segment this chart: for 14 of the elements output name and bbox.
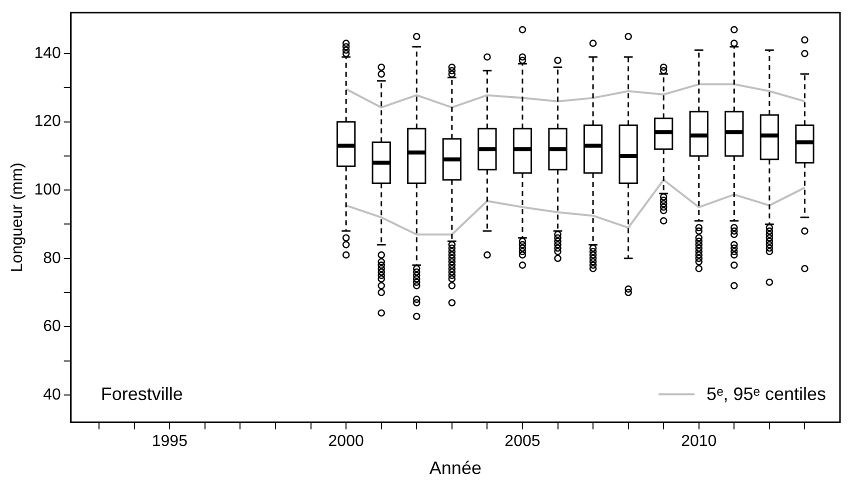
- x-tick-label: 1995: [152, 433, 188, 450]
- y-tick-label: 60: [43, 318, 61, 336]
- y-tick-label: 40: [43, 386, 61, 404]
- x-axis-title: Année: [429, 458, 482, 478]
- y-tick-label: 80: [43, 250, 61, 267]
- x-tick-label: 2000: [328, 433, 364, 450]
- annotation: Forestville: [100, 384, 183, 404]
- y-tick-label: 140: [34, 44, 61, 62]
- y-axis-title: Longueur (mm): [9, 162, 26, 272]
- x-tick-label: 2005: [504, 433, 540, 450]
- y-tick-label: 100: [34, 182, 61, 198]
- y-tick-label: 120: [34, 113, 61, 130]
- legend-label: 5ᵉ, 95ᵉ centiles: [706, 384, 826, 404]
- x-tick-label: 2010: [681, 433, 717, 450]
